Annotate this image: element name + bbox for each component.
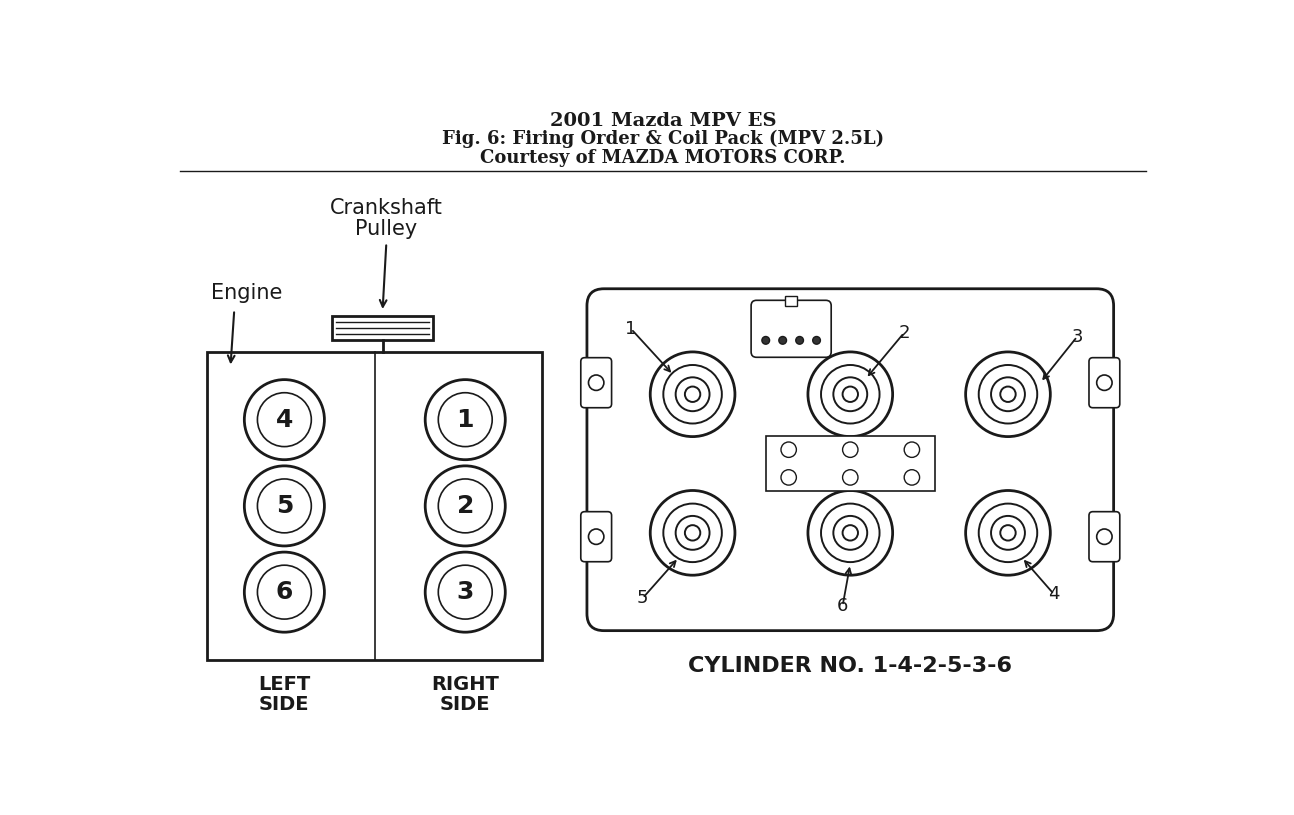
Text: Courtesy of MAZDA MOTORS CORP.: Courtesy of MAZDA MOTORS CORP. — [480, 148, 846, 166]
Circle shape — [820, 504, 880, 562]
Circle shape — [965, 491, 1051, 575]
Text: Pulley: Pulley — [356, 219, 418, 240]
Bar — [785, 297, 797, 306]
Circle shape — [965, 352, 1051, 437]
Circle shape — [685, 525, 700, 540]
Circle shape — [651, 352, 735, 437]
Text: 4: 4 — [276, 408, 292, 432]
Circle shape — [807, 491, 893, 575]
Text: SIDE: SIDE — [259, 694, 309, 714]
Text: 3: 3 — [1071, 328, 1083, 346]
Circle shape — [820, 365, 880, 424]
Text: RIGHT: RIGHT — [431, 676, 499, 694]
Circle shape — [664, 365, 722, 424]
Circle shape — [664, 504, 722, 562]
Circle shape — [842, 525, 858, 540]
Circle shape — [833, 377, 867, 412]
Circle shape — [807, 352, 893, 437]
Text: Fig. 6: Firing Order & Coil Pack (MPV 2.5L): Fig. 6: Firing Order & Coil Pack (MPV 2.… — [443, 130, 884, 148]
Text: 2001 Mazda MPV ES: 2001 Mazda MPV ES — [550, 112, 776, 130]
Circle shape — [833, 516, 867, 550]
FancyBboxPatch shape — [1090, 358, 1119, 408]
Text: 6: 6 — [837, 597, 849, 615]
Circle shape — [245, 466, 325, 546]
Circle shape — [426, 380, 505, 460]
Text: 5: 5 — [637, 589, 648, 607]
Circle shape — [675, 377, 709, 412]
Circle shape — [991, 516, 1025, 550]
Circle shape — [978, 365, 1038, 424]
Circle shape — [245, 552, 325, 632]
Circle shape — [651, 491, 735, 575]
Circle shape — [685, 386, 700, 402]
FancyBboxPatch shape — [581, 358, 612, 408]
Text: Crankshaft: Crankshaft — [330, 198, 443, 218]
Bar — [333, 315, 432, 341]
Text: LEFT: LEFT — [259, 676, 311, 694]
Circle shape — [842, 386, 858, 402]
Circle shape — [762, 337, 770, 344]
Text: Engine: Engine — [211, 283, 282, 302]
FancyBboxPatch shape — [581, 512, 612, 562]
FancyBboxPatch shape — [587, 289, 1114, 631]
Circle shape — [1000, 386, 1016, 402]
Circle shape — [796, 337, 804, 344]
Circle shape — [675, 516, 709, 550]
Text: 2: 2 — [898, 324, 910, 341]
Text: 1: 1 — [625, 319, 637, 337]
Circle shape — [991, 377, 1025, 412]
Circle shape — [1000, 525, 1016, 540]
Bar — [207, 352, 542, 660]
Bar — [766, 436, 936, 491]
Text: CYLINDER NO. 1-4-2-5-3-6: CYLINDER NO. 1-4-2-5-3-6 — [688, 656, 1012, 676]
FancyBboxPatch shape — [751, 300, 831, 357]
FancyBboxPatch shape — [1090, 512, 1119, 562]
Text: 3: 3 — [457, 580, 474, 604]
Circle shape — [978, 504, 1038, 562]
Circle shape — [813, 337, 820, 344]
Circle shape — [245, 380, 325, 460]
Text: SIDE: SIDE — [440, 694, 490, 714]
Text: 2: 2 — [457, 494, 474, 518]
Circle shape — [426, 552, 505, 632]
Text: 1: 1 — [457, 408, 474, 432]
Text: 6: 6 — [276, 580, 292, 604]
Circle shape — [426, 466, 505, 546]
Circle shape — [779, 337, 787, 344]
Text: 5: 5 — [276, 494, 292, 518]
Text: 4: 4 — [1048, 585, 1060, 603]
